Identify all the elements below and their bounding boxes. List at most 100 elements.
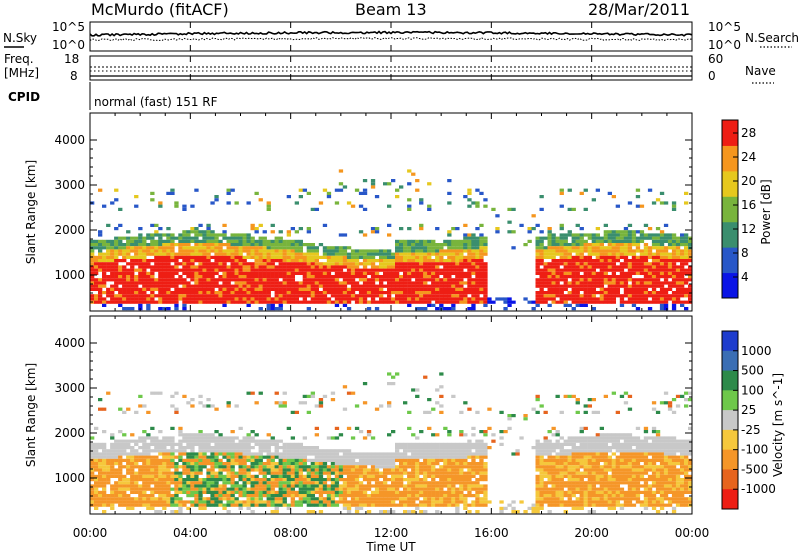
- heatmap-cell: [623, 265, 629, 269]
- heatmap-cell: [246, 275, 251, 279]
- heatmap-cell: [314, 246, 320, 250]
- heatmap-cell: [391, 278, 396, 282]
- heatmap-cell: [174, 487, 179, 491]
- heatmap-cell: [387, 484, 392, 488]
- heatmap-cell: [543, 284, 548, 288]
- heatmap-cell: [102, 500, 107, 504]
- heatmap-cell: [399, 246, 404, 250]
- heatmap-cell: [551, 259, 556, 263]
- heatmap-cell: [358, 494, 364, 498]
- heatmap-cell: [146, 410, 151, 414]
- heatmap-cell: [306, 452, 312, 456]
- heatmap-cell: [98, 243, 103, 247]
- heatmap-cell: [459, 458, 464, 462]
- heatmap-cell: [587, 255, 593, 259]
- heatmap-cell: [579, 284, 584, 288]
- heatmap-cell: [475, 275, 480, 279]
- heatmap-cell: [94, 294, 99, 298]
- heatmap-cell: [186, 243, 191, 247]
- heatmap-cell: [671, 271, 677, 275]
- heatmap-cell: [374, 455, 380, 459]
- heatmap-cell: [467, 300, 472, 304]
- heatmap-cell: [258, 471, 263, 475]
- heatmap-cell: [374, 503, 380, 507]
- heatmap-cell: [623, 287, 629, 291]
- heatmap-cell: [234, 243, 239, 247]
- heatmap-cell: [182, 446, 187, 450]
- heatmap-cell: [162, 297, 167, 301]
- heatmap-cell: [379, 503, 384, 507]
- heatmap-cell: [395, 458, 400, 462]
- heatmap-cell: [447, 458, 452, 462]
- heatmap-cell: [539, 195, 544, 199]
- heatmap-cell: [399, 278, 404, 282]
- heatmap-cell: [346, 271, 352, 275]
- heatmap-cell: [547, 287, 552, 291]
- heatmap-cell: [246, 262, 251, 266]
- heatmap-cell: [106, 278, 111, 282]
- heatmap-cell: [391, 262, 396, 266]
- heatmap-cell: [459, 297, 464, 301]
- heatmap-cell: [455, 255, 460, 259]
- heatmap-cell: [126, 291, 131, 295]
- heatmap-cell: [354, 404, 360, 408]
- heatmap-cell: [274, 246, 279, 250]
- heatmap-cell: [643, 287, 649, 291]
- heatmap-cell: [130, 275, 135, 279]
- heatmap-cell: [354, 471, 360, 475]
- heatmap-cell: [98, 458, 103, 462]
- heatmap-cell: [102, 407, 107, 411]
- heatmap-cell: [210, 271, 215, 275]
- heatmap-cell: [451, 246, 456, 250]
- heatmap-cell: [539, 255, 544, 259]
- heatmap-cell: [435, 401, 440, 405]
- heatmap-cell: [680, 252, 685, 256]
- heatmap-cell: [318, 468, 324, 472]
- heatmap-cell: [383, 478, 388, 482]
- heatmap-cell: [415, 436, 420, 440]
- heatmap-cell: [138, 265, 143, 269]
- heatmap-cell: [688, 284, 693, 288]
- heatmap-cell: [675, 265, 681, 269]
- heatmap-cell: [547, 262, 552, 266]
- heatmap-cell: [250, 271, 255, 275]
- heatmap-cell: [242, 265, 247, 269]
- heatmap-cell: [210, 230, 215, 234]
- heatmap-cell: [407, 494, 412, 498]
- heatmap-cell: [186, 259, 191, 263]
- heatmap-cell: [407, 303, 412, 307]
- heatmap-cell: [443, 271, 448, 275]
- heatmap-cell: [423, 287, 428, 291]
- heatmap-cell: [286, 265, 292, 269]
- heatmap-cell: [118, 265, 123, 269]
- heatmap-cell: [162, 471, 167, 475]
- heatmap-cell: [463, 239, 468, 243]
- heatmap-cell: [587, 236, 593, 240]
- heatmap-cell: [246, 497, 251, 501]
- heatmap-cell: [118, 474, 123, 478]
- heatmap-cell: [675, 291, 681, 295]
- heatmap-cell: [302, 474, 308, 478]
- heatmap-cell: [467, 291, 472, 295]
- heatmap-cell: [411, 259, 416, 263]
- heatmap-cell: [146, 436, 151, 440]
- heatmap-cell: [350, 275, 356, 279]
- heatmap-cell: [294, 410, 300, 414]
- heatmap-cell: [338, 468, 344, 472]
- heatmap-cell: [250, 465, 255, 469]
- heatmap-cell: [383, 465, 388, 469]
- heatmap-cell: [431, 268, 436, 272]
- heatmap-cell: [158, 284, 163, 288]
- heatmap-cell: [455, 281, 460, 285]
- heatmap-cell: [158, 446, 163, 450]
- heatmap-cell: [310, 275, 316, 279]
- heatmap-cell: [318, 300, 324, 304]
- heatmap-cell: [242, 243, 247, 247]
- heatmap-cell: [162, 468, 167, 472]
- heatmap-cell: [427, 278, 432, 282]
- heatmap-cell: [154, 442, 159, 446]
- heatmap-cell: [194, 188, 199, 192]
- heatmap-cell: [146, 294, 151, 298]
- heatmap-cell: [447, 259, 452, 263]
- heatmap-cell: [555, 287, 560, 291]
